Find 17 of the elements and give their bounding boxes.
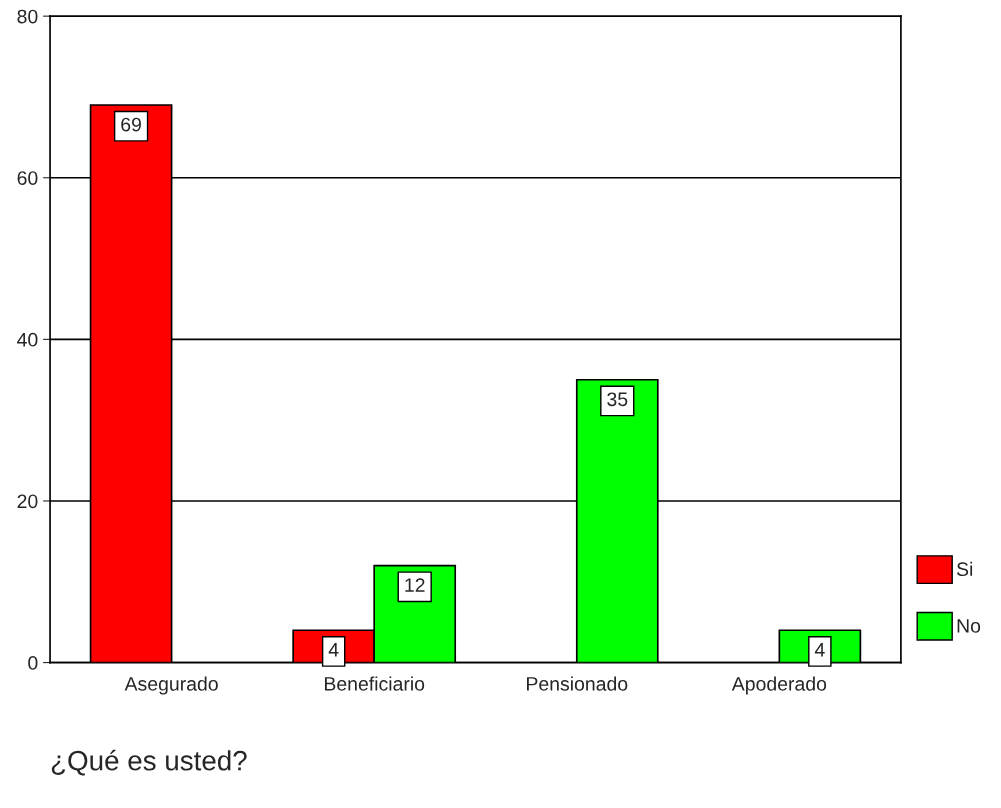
data-label: 4 [814, 643, 825, 657]
x-tick-label: Pensionado [527, 676, 628, 691]
y-tick-label: 0 [28, 656, 38, 670]
y-tick-label: 80 [17, 9, 38, 24]
legend-label: Si [956, 561, 973, 577]
x-tick-label: Beneficiario [324, 676, 425, 691]
y-tick-label: 60 [17, 171, 38, 185]
data-label: 69 [121, 117, 141, 132]
data-label: 4 [328, 643, 339, 657]
y-tick-label: 40 [17, 332, 38, 347]
data-label: 35 [607, 392, 628, 407]
data-label: 12 [405, 578, 425, 592]
x-tick-label: Asegurado [124, 676, 218, 695]
y-tick-label: 20 [17, 494, 38, 509]
legend-label: No [957, 619, 981, 633]
x-axis-title: ¿Qué es usted? [51, 749, 247, 776]
x-tick-label: Apoderado [731, 676, 827, 695]
